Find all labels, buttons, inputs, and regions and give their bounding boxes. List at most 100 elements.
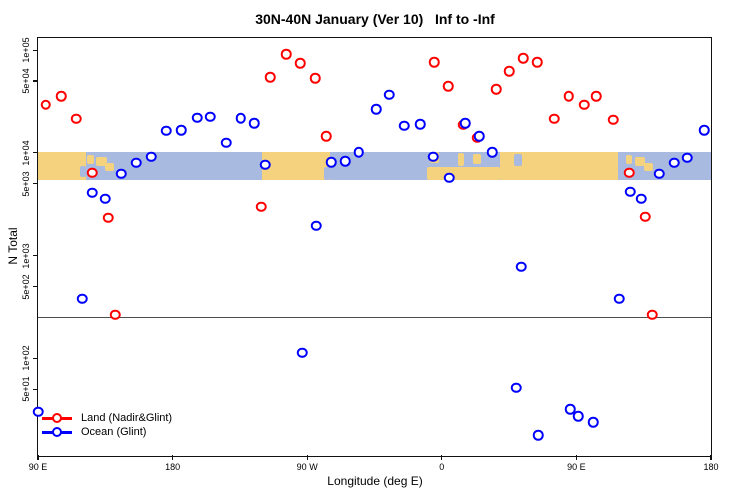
x-tick-mark: [710, 455, 712, 460]
map-band-segment-land: [458, 153, 465, 166]
x-tick-mark: [441, 455, 443, 460]
data-point-ocean: [414, 119, 426, 130]
data-point-land: [70, 113, 82, 125]
data-point-ocean: [443, 172, 455, 184]
data-point-land: [607, 114, 619, 126]
plot-frame: [37, 37, 712, 457]
x-tick-mark: [37, 455, 39, 460]
data-point-ocean: [235, 113, 247, 124]
data-point-ocean: [459, 117, 471, 129]
data-point-ocean: [370, 103, 382, 115]
x-tick-mark: [172, 455, 174, 460]
x-axis-label: Longitude (deg E): [327, 474, 423, 488]
land-circle-icon: [52, 413, 62, 423]
data-point-ocean: [325, 157, 337, 168]
data-point-ocean: [653, 168, 665, 180]
data-point-land: [623, 167, 635, 179]
data-point-land: [646, 309, 658, 320]
map-band-segment-land: [96, 156, 107, 166]
y-tick-label: 5e+01: [21, 376, 31, 403]
data-point-ocean: [99, 193, 111, 205]
data-point-ocean: [486, 146, 498, 158]
data-point-ocean: [681, 152, 693, 164]
data-point-ocean: [613, 293, 625, 304]
data-point-ocean: [383, 89, 395, 101]
data-point-land: [55, 90, 67, 102]
data-point-ocean: [220, 137, 232, 149]
data-point-land: [255, 201, 267, 213]
data-point-ocean: [427, 151, 439, 163]
x-tick-mark: [306, 455, 308, 460]
y-tick-mark: [33, 255, 38, 257]
data-point-ocean: [130, 157, 142, 169]
y-tick-label: 5e+04: [21, 68, 31, 94]
data-point-land: [294, 57, 306, 69]
data-point-ocean: [145, 151, 157, 163]
x-tick-label: 180: [703, 462, 719, 472]
data-point-ocean: [515, 261, 527, 272]
data-point-land: [442, 80, 454, 92]
map-band-segment-land: [426, 166, 501, 181]
data-point-ocean: [259, 159, 271, 171]
plot-area: [32, 38, 711, 455]
data-point-land: [264, 71, 276, 83]
legend-item-land: Land (Nadir&Glint): [42, 411, 172, 425]
y-tick-label: 1e+03: [21, 242, 31, 269]
data-point-ocean: [204, 111, 216, 123]
x-tick-label: 90 E: [567, 462, 586, 472]
land-series-symbol: [42, 411, 72, 425]
y-tick-mark: [33, 80, 38, 82]
map-band-segment-land: [105, 162, 115, 172]
data-point-land: [531, 56, 543, 68]
legend: Land (Nadir&Glint) Ocean (Glint): [42, 411, 172, 439]
ocean-circle-icon: [52, 427, 62, 437]
y-axis-label: N Total: [6, 227, 20, 265]
data-point-ocean: [668, 157, 680, 169]
x-tick-mark: [575, 455, 577, 460]
legend-item-ocean: Ocean (Glint): [42, 425, 172, 439]
data-point-land: [109, 309, 121, 320]
x-tick-label: 90 E: [28, 462, 48, 472]
y-tick-label: 5e+03: [21, 171, 31, 197]
map-band-segment-land: [473, 154, 481, 165]
data-point-ocean: [191, 112, 203, 124]
chart-title: 30N-40N January (Ver 10) Inf to -Inf: [255, 11, 495, 27]
data-point-ocean: [296, 347, 308, 358]
data-point-ocean: [532, 429, 544, 441]
map-band-segment-land: [87, 155, 95, 164]
data-point-ocean: [32, 406, 44, 417]
data-point-land: [40, 99, 52, 111]
data-point-ocean: [115, 168, 127, 180]
data-point-land: [578, 99, 590, 111]
legend-label-ocean: Ocean (Glint): [81, 426, 147, 438]
map-band-segment-land: [625, 155, 633, 164]
data-point-ocean: [635, 193, 647, 205]
x-tick-label: 0: [439, 462, 445, 472]
data-point-land: [320, 130, 332, 142]
data-point-ocean: [76, 293, 88, 304]
y-tick-mark: [33, 286, 38, 288]
data-point-ocean: [398, 120, 410, 132]
map-band-segment-ocean: [514, 153, 522, 166]
ocean-series-symbol: [42, 425, 72, 439]
y-tick-mark: [33, 183, 38, 185]
data-point-ocean: [248, 117, 260, 129]
data-point-ocean: [572, 410, 584, 422]
data-point-land: [490, 83, 502, 95]
data-point-ocean: [175, 124, 187, 136]
data-point-land: [428, 56, 440, 68]
map-band-segment-land: [262, 151, 330, 181]
data-point-ocean: [587, 417, 599, 428]
map-band-segment-land: [634, 156, 646, 166]
data-point-land: [86, 167, 98, 179]
data-point-land: [102, 212, 114, 223]
data-point-land: [639, 211, 651, 222]
data-point-land: [590, 90, 602, 102]
x-tick-label: 90 W: [296, 462, 318, 472]
data-point-land: [548, 113, 560, 125]
data-point-ocean: [624, 186, 636, 198]
map-band-segment-land: [38, 151, 86, 181]
data-point-ocean: [86, 187, 98, 199]
data-point-land: [280, 48, 292, 60]
